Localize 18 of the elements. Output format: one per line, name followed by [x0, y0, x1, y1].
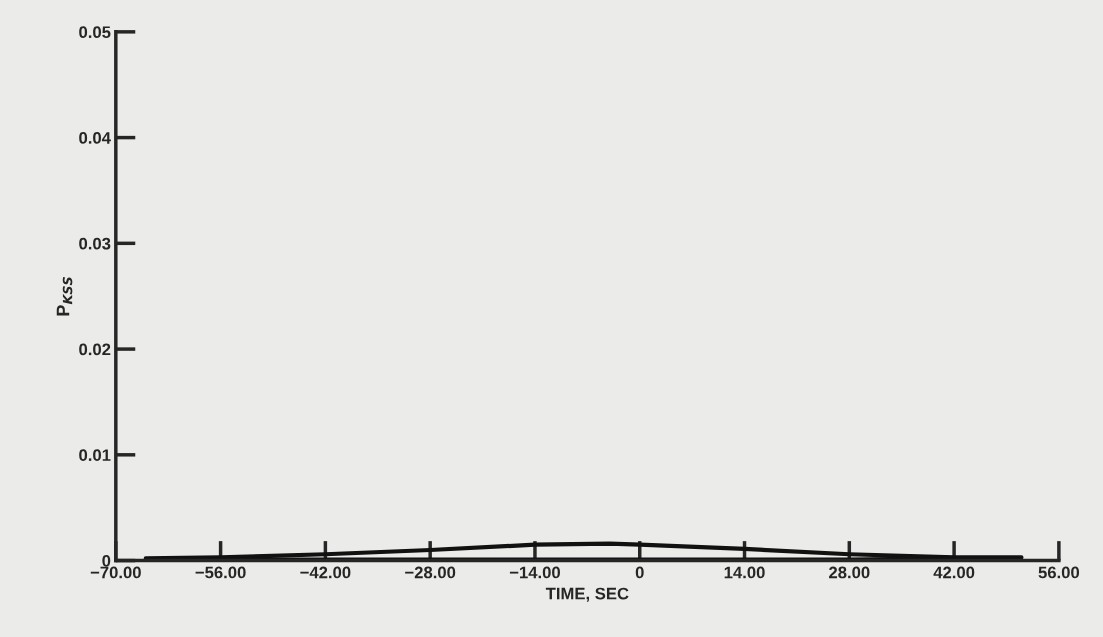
x-tick-label: 28.00 — [829, 566, 870, 579]
y-tick-label: 0.03 — [79, 237, 111, 250]
y-tick-label: 0.02 — [79, 343, 111, 356]
x-tick-label: −56.00 — [195, 566, 246, 579]
x-tick-label: 56.00 — [1038, 566, 1080, 579]
x-tick-label: −14.00 — [509, 566, 560, 579]
x-tick-label: 0 — [635, 566, 644, 579]
x-tick-label: −70.00 — [90, 566, 141, 579]
y-tick-label: 0.01 — [79, 449, 111, 462]
y-axis-title: P$_{KSS}$ — [56, 277, 73, 316]
y-tick-label: 0.05 — [79, 26, 111, 39]
x-tick-label: 14.00 — [724, 566, 765, 579]
y-tick-label: 0 — [102, 554, 111, 567]
x-tick-label: −28.00 — [405, 566, 456, 579]
y-tick-label: 0.04 — [79, 131, 111, 144]
x-tick-label: −42.00 — [300, 566, 351, 579]
x-axis-title: TIME, SEC — [545, 587, 629, 602]
x-tick-label: 42.00 — [933, 566, 975, 579]
